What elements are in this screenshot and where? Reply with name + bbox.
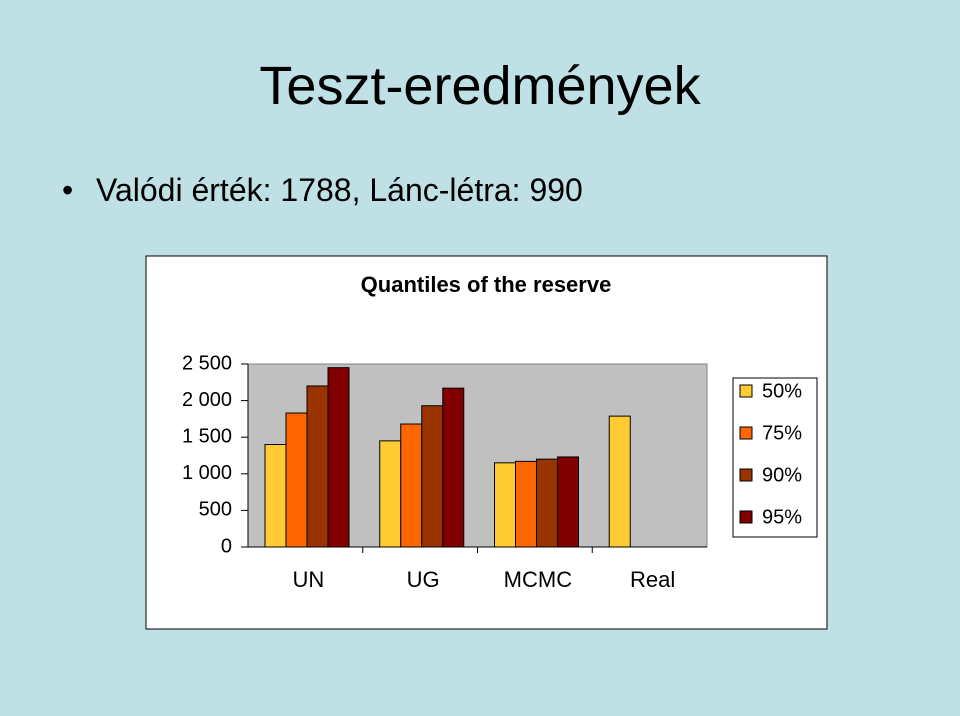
y-tick-label: 1 000 [182, 462, 232, 484]
slide-title: Teszt-eredmények [259, 56, 701, 116]
bar [557, 456, 579, 548]
legend-swatch [739, 510, 753, 524]
legend-label: 50% [762, 380, 802, 402]
chart-title: Quantiles of the reserve [361, 272, 612, 297]
bullet-dot: • [62, 172, 74, 208]
bar [400, 423, 423, 548]
bar [285, 412, 308, 548]
bar [306, 385, 329, 548]
bar [327, 367, 350, 548]
legend-swatch [739, 426, 753, 440]
bar [442, 387, 465, 548]
y-tick-label: 500 [199, 499, 232, 521]
legend-swatch [739, 384, 753, 398]
legend-label: 90% [762, 464, 802, 486]
bar [608, 415, 631, 548]
bar [536, 458, 558, 548]
bar [379, 440, 402, 548]
legend-label: 95% [762, 506, 802, 528]
bar [264, 444, 287, 548]
x-tick-label: Real [630, 567, 675, 592]
x-tick-label: MCMC [504, 567, 573, 592]
bullet-text: Valódi érték: 1788, Lánc-létra: 990 [96, 172, 583, 208]
x-tick-label: UN [292, 567, 324, 592]
y-tick-label: 2 500 [182, 352, 232, 374]
bar [494, 462, 516, 548]
y-tick-label: 1 500 [182, 425, 232, 447]
legend-swatch [739, 468, 753, 482]
legend-label: 75% [762, 422, 802, 444]
bar [515, 460, 537, 548]
y-tick-label: 2 000 [182, 389, 232, 411]
x-tick-label: UG [407, 567, 440, 592]
bar [421, 405, 444, 548]
y-tick-label: 0 [221, 535, 232, 557]
